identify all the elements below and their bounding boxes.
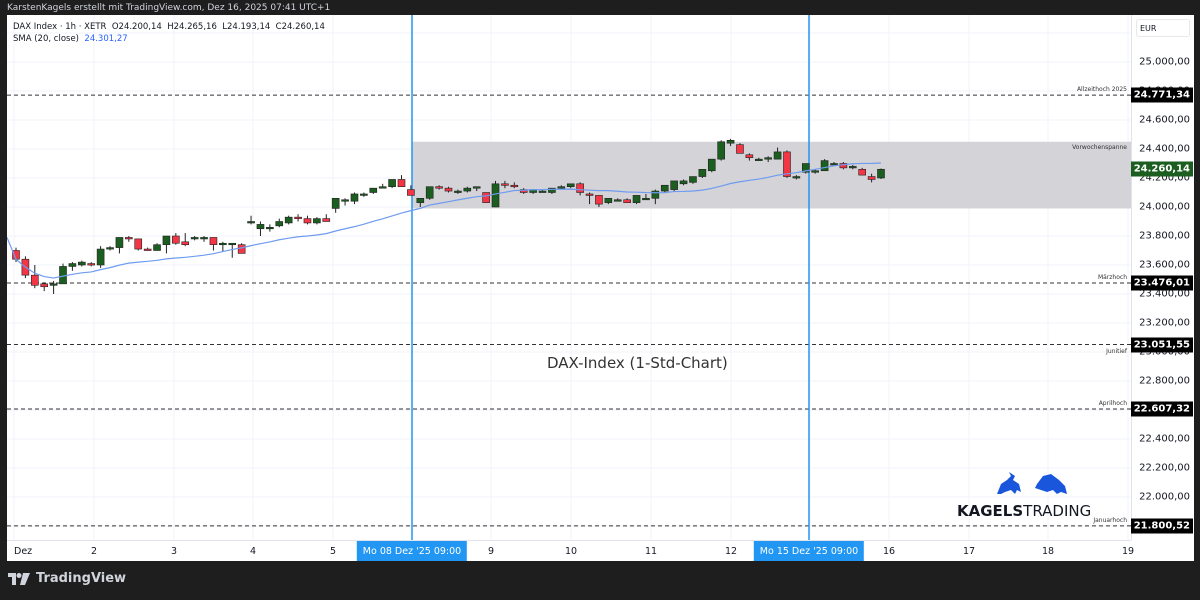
level-label: Allzeithoch 2025 [1076, 86, 1127, 94]
price-axis[interactable]: EUR 25.000,0024.800,0024.600,0024.400,00… [1130, 15, 1194, 540]
level-label: Januarhoch [1093, 516, 1127, 524]
price-tick: 22.400,00 [1139, 433, 1190, 445]
time-marker-badge: Mo 08 Dez '25 09:00 [356, 541, 468, 561]
range-box-label: Vorwochenspanne [1072, 143, 1127, 151]
open-value: O24.200,14 [111, 22, 162, 32]
time-tick: 5 [329, 546, 337, 557]
price-tick: 22.000,00 [1139, 491, 1190, 503]
sma-legend[interactable]: SMA (20, close) 24.301,27 [13, 33, 325, 45]
sma-label: SMA (20, close) [13, 34, 79, 44]
level-price-badge: 21.800,52 [1130, 518, 1193, 534]
time-tick: 19 [1121, 546, 1135, 557]
level-label: Märzhoch [1097, 273, 1127, 281]
chart-attribution: KarstenKagels erstellt mit TradingView.c… [7, 3, 331, 13]
kagels-trading-logo: KAGELSTRADING [957, 470, 1091, 520]
price-tick: 24.600,00 [1139, 114, 1190, 126]
tradingview-brand: TradingView [36, 571, 127, 586]
low-value: L24.193,14 [222, 22, 271, 32]
price-tick: 24.000,00 [1139, 201, 1190, 213]
tradingview-footer[interactable]: TradingView [8, 571, 126, 586]
symbol-label[interactable]: DAX Index · 1h · XETR [13, 22, 107, 32]
time-tick: 12 [724, 546, 738, 557]
logo-text: KAGELSTRADING [957, 502, 1092, 520]
price-tick: 23.400,00 [1139, 288, 1190, 300]
time-tick: 11 [644, 546, 658, 557]
candlestick-chart [7, 15, 1131, 540]
time-axis[interactable]: Dez 2 3 4 5 9 10 11 12 16 17 18 19 Mo 08 Dez '25 09:0… [7, 540, 1135, 561]
level-price-badge: 23.051,55 [1130, 337, 1193, 353]
time-tick: 17 [962, 546, 976, 557]
time-tick: 18 [1041, 546, 1055, 557]
currency-selector[interactable]: EUR [1136, 19, 1190, 37]
chart-plot-area[interactable]: DAX Index · 1h · XETR O24.200,14 H24.265… [7, 15, 1131, 540]
price-tick: 24.400,00 [1139, 143, 1190, 155]
time-tick: 4 [249, 546, 257, 557]
price-tick: 25.000,00 [1139, 56, 1190, 68]
time-tick: 16 [882, 546, 896, 557]
chart-watermark-text: DAX-Index (1-Std-Chart) [547, 354, 728, 372]
price-tick: 22.800,00 [1139, 375, 1190, 387]
price-tick: 24.200,00 [1139, 172, 1190, 184]
time-tick: 3 [170, 546, 178, 557]
time-marker-badge: Mo 15 Dez '25 09:00 [753, 541, 865, 561]
ohlc-legend: DAX Index · 1h · XETR O24.200,14 H24.265… [13, 21, 325, 33]
level-price-badge: 23.476,01 [1130, 275, 1193, 291]
bull-bear-icon [997, 472, 1067, 494]
time-tick: 9 [487, 546, 495, 557]
chart-frame: DAX Index · 1h · XETR O24.200,14 H24.265… [7, 15, 1194, 561]
price-tick: 23.600,00 [1139, 259, 1190, 271]
time-tick: 2 [90, 546, 98, 557]
price-tick: 23.800,00 [1139, 230, 1190, 242]
time-tick: 10 [564, 546, 578, 557]
level-label: Aprilhoch [1098, 399, 1127, 407]
price-tick: 23.200,00 [1139, 317, 1190, 329]
price-tick: 22.200,00 [1139, 462, 1190, 474]
current-price-badge: 24.260,14 [1130, 161, 1193, 177]
close-value: C24.260,14 [275, 22, 325, 32]
time-tick: Dez [14, 546, 33, 557]
high-value: H24.265,16 [167, 22, 217, 32]
tradingview-logo-icon [8, 572, 30, 585]
level-label: Junitief [1106, 347, 1127, 355]
level-price-badge: 22.607,32 [1130, 401, 1193, 417]
chart-legend: DAX Index · 1h · XETR O24.200,14 H24.265… [13, 21, 325, 45]
sma-value: 24.301,27 [84, 34, 128, 44]
level-price-badge: 24.771,34 [1130, 87, 1193, 103]
